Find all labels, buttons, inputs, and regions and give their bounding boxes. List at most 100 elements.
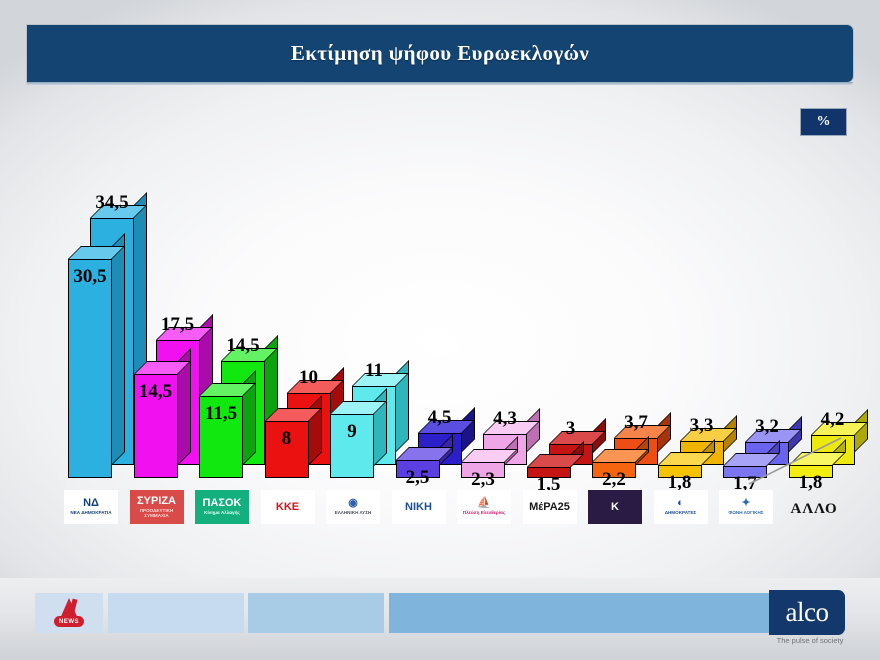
alco-wordmark: alco (785, 597, 829, 627)
bar-side-face (112, 233, 125, 465)
bar-front-syriza: 14,5 (133, 348, 191, 478)
bar-front-face (592, 462, 636, 478)
title-banner: Εκτίμηση ψήφου Ευρωεκλογών (27, 25, 853, 82)
bar-group-elliniki-lysi: 11 9 (330, 178, 409, 478)
bar-value-label: 11,5 (204, 402, 238, 424)
logo-syriza-caption: ΠΡΟΟΔΕΥΤΙΚΗ ΣΥΜΜΑΧΙΑ (139, 507, 174, 518)
footer-block-1 (108, 593, 244, 633)
logo-niki-mark: ΝΙΚΗ (405, 500, 432, 513)
alpha-a-icon: NEWS (52, 598, 86, 628)
logo-foni-logikis-caption: ΦΩΝΗ ΛΟΓΙΚΗΣ (728, 510, 764, 516)
bar-value-label: 2,5 (405, 467, 430, 489)
logo-plefsi-eleftherias-mark: ⛵ (477, 497, 491, 510)
logo-syriza: ΣΥΡΙΖΑ ΠΡΟΟΔΕΥΤΙΚΗ ΣΥΜΜΑΧΙΑ (129, 490, 184, 524)
bar-value-label: 11 (365, 360, 383, 382)
bar-group-dimokrates: 3,3 1,8 (657, 178, 737, 492)
logo-nea-dimokratia: ΝΔ ΝΕΑ ΔΗΜΟΚΡΑΤΙΑ (64, 490, 118, 524)
bar-front-niki: 2,5 (395, 434, 453, 487)
logo-kke: ΚΚΕ (260, 490, 315, 524)
logo-kasselakis-mark: Κ (611, 500, 619, 513)
bar-front-kasselakis: 2,2 (592, 436, 649, 489)
bar-front-face (526, 467, 571, 478)
news-pill-label: NEWS (54, 616, 84, 627)
bar-front-dimokrates: 1,8 (657, 439, 715, 492)
bar-group-pasok: 14,5 11,5 (199, 178, 278, 478)
bar-side-face (374, 387, 387, 465)
logo-elliniki-lysi: ◉ ΕΛΛΗΝΙΚΗ ΛΥΣΗ (326, 490, 380, 524)
bar-group-plefsi: 4,3 2,3 (461, 178, 540, 489)
logo-plefsi-eleftherias-caption: Πλεύση Ελευθερίας (462, 510, 506, 516)
percent-unit-badge: % (800, 108, 847, 136)
logo-syriza-mark: ΣΥΡΙΖΑ (137, 494, 176, 507)
logo-plefsi-eleftherias: ⛵ Πλεύση Ελευθερίας (457, 490, 511, 524)
bar-front-face (199, 395, 243, 478)
bar-value-label: 2,3 (471, 468, 495, 490)
bar-value-label: 1,8 (667, 472, 692, 494)
bar-value-label: 4,3 (493, 408, 517, 430)
bar-value-label: 10 (299, 367, 318, 389)
logo-dimokrates-mark: ◐ (677, 497, 684, 510)
alco-logo: alco (769, 590, 845, 635)
bar-value-label: 9 (347, 420, 357, 442)
bar-group-allo: 4,2 1,8 (788, 178, 868, 492)
bar-front-pasok: 11,5 (199, 369, 256, 478)
bar-group-kasselakis: 3,7 2,2 (592, 178, 671, 489)
bar-front-face (264, 420, 309, 478)
bar-front-allo: 1,8 (788, 439, 846, 492)
bar-value-label: 34,5 (95, 191, 129, 213)
logo-kasselakis: Κ (588, 490, 642, 524)
bar-value-label: 14,5 (226, 335, 260, 357)
bar-group-mera25: 3 1,5 (526, 178, 606, 494)
bar-group-kke: 10 8 (264, 178, 344, 478)
bar-front-face (461, 461, 505, 478)
bar-value-label: 30,5 (73, 266, 107, 288)
logo-mera25: ΜέΡΑ25 (522, 490, 577, 524)
bar-front-foni-logikis: 1,7 (723, 439, 780, 493)
bar-front-mera25: 1,5 (526, 441, 584, 494)
bar-front-plefsi: 2,3 (461, 435, 518, 489)
floor-depth-edge (748, 437, 842, 485)
bar-value-label: 1,8 (798, 472, 823, 494)
footer-block-2 (248, 593, 384, 633)
bar-front-face (133, 374, 178, 478)
logo-pasok-caption: Κίνημα Αλλαγής (204, 510, 240, 516)
bar-value-label: 4,5 (427, 406, 452, 428)
bar-value-label: 2,2 (602, 469, 626, 491)
bar-value-label: 4,2 (820, 408, 845, 430)
bar-group-syriza: 17,5 14,5 (133, 178, 213, 478)
logo-dimokrates-caption: ΔΗΜΟΚΡΑΤΕΣ (664, 510, 697, 516)
logo-kke-mark: ΚΚΕ (275, 500, 300, 513)
bar-group-niki: 4,5 2,5 (395, 178, 475, 487)
logo-elliniki-lysi-mark: ◉ (348, 497, 358, 510)
category-label-allo: ΑΛΛΟ (790, 501, 838, 517)
bar-value-label: 1,7 (733, 472, 757, 494)
bar-front-face (723, 465, 767, 478)
logo-nea-dimokratia-mark: ΝΔ (83, 497, 99, 510)
bar-value-label: 8 (281, 427, 292, 449)
logo-pasok-mark: ΠΑΣΟΚ (202, 497, 242, 510)
page-title: Εκτίμηση ψήφου Ευρωεκλογών (290, 41, 590, 65)
bar-front-face (657, 465, 702, 478)
logo-mera25-mark: ΜέΡΑ25 (529, 500, 570, 513)
logo-niki: ΝΙΚΗ (391, 490, 446, 524)
logo-pasok: ΠΑΣΟΚ Κίνημα Αλλαγής (195, 490, 249, 524)
bar-group-foni-logikis: 3,2 1,7 (723, 178, 802, 493)
bar-value-label: 3,3 (689, 415, 714, 437)
bar-front-face (395, 460, 440, 478)
bar-value-label: 17,5 (160, 313, 195, 335)
bar-value-label: 1,5 (536, 474, 561, 496)
bar-front-face (330, 413, 374, 478)
logo-elliniki-lysi-caption: ΕΛΛΗΝΙΚΗ ΛΥΣΗ (334, 510, 372, 516)
bar-front-elliniki-lysi: 9 (330, 387, 387, 478)
bar-value-label: 3,2 (755, 416, 779, 438)
bar-top-face (526, 454, 584, 468)
logo-nea-dimokratia-caption: ΝΕΑ ΔΗΜΟΚΡΑΤΙΑ (70, 510, 112, 516)
bar-chart-plot: 34,5 30,5 17,5 14,5 14,5 11,5 10 8 11 9 4,5 2,5 4,3 2… (0, 150, 880, 550)
banner-underline (27, 82, 853, 85)
logo-foni-logikis-mark: ✦ (741, 497, 751, 510)
bar-value-label: 3,7 (624, 412, 648, 434)
bar-value-label: 14,5 (138, 381, 173, 403)
bar-value-label: 3 (565, 417, 576, 439)
bar-front-face (68, 259, 112, 478)
bar-front-kke: 8 (264, 394, 322, 478)
